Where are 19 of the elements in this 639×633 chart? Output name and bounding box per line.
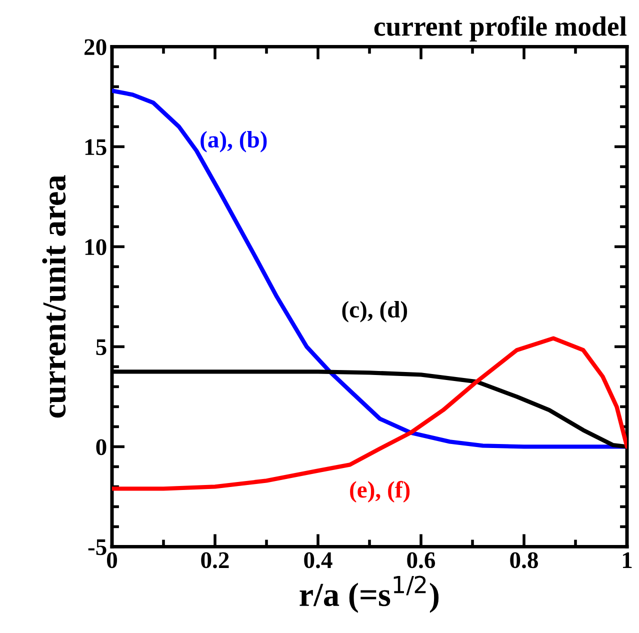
text: (c), (d) [342, 300, 408, 322]
series-label: (a), (b) [200, 130, 267, 152]
x-tick-label: 0.4 [304, 552, 332, 568]
y-tick-label: 0 [96, 439, 106, 456]
y-tick-label: -5 [88, 539, 106, 556]
line-series [112, 88, 627, 449]
x-tick-label: 0.8 [510, 552, 538, 568]
x-tick-label: 0 [106, 552, 118, 568]
y-tick-label: 5 [96, 339, 106, 356]
y-tick-label: 20 [84, 39, 106, 56]
y-tick-label: 15 [85, 139, 106, 156]
x-tick-label: 0.2 [201, 552, 229, 568]
x-tick-label: 0.6 [407, 552, 436, 568]
chart-title: current profile model [374, 16, 627, 42]
x-tick-label: 1 [622, 552, 632, 568]
y-axis-title: current/unit area [42, 175, 66, 418]
series-label: (e), (f) [350, 480, 410, 503]
x-axis-title: r/a (=s$^{1/2}$) [300, 576, 439, 613]
y-tick-label: 10 [85, 239, 106, 256]
